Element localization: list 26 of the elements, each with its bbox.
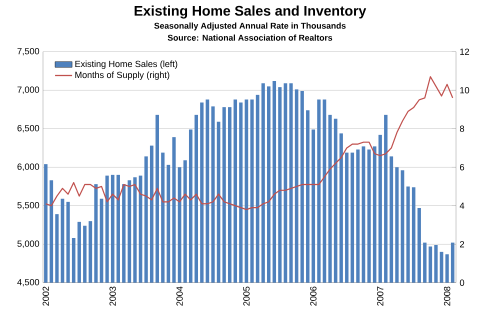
y2-tick-label: 0 bbox=[460, 280, 464, 286]
y2-tick-label: 6 bbox=[460, 164, 464, 170]
legend-label: Months of Supply (right) bbox=[75, 71, 170, 80]
x-tick-label: 2008 bbox=[444, 286, 450, 306]
y-tick-label: 6,000 bbox=[18, 163, 40, 171]
y-tick-label: 5,000 bbox=[17, 240, 40, 248]
chart-subtitle: Seasonally Adjusted Annual Rate in Thousands bbox=[154, 22, 346, 30]
chart-title: Existing Home Sales and Inventory bbox=[134, 6, 366, 19]
y2-tick-label: 4 bbox=[460, 202, 464, 209]
y2-tick-label: 2 bbox=[460, 241, 464, 248]
source-note: Source: National Association of Realtors bbox=[168, 34, 332, 41]
x-tick-label: 2004 bbox=[176, 286, 183, 306]
y-tick-label: 5,500 bbox=[17, 202, 40, 210]
legend-label: Existing Home Sales (left) bbox=[75, 60, 178, 69]
x-tick-label: 2002 bbox=[42, 286, 49, 306]
x-tick-label: 2005 bbox=[243, 286, 250, 306]
x-tick-label: 2003 bbox=[109, 286, 116, 306]
y-tick-label: 4,500 bbox=[17, 278, 40, 286]
x-tick-label: 2006 bbox=[310, 286, 317, 306]
y2-tick-label: 8 bbox=[460, 126, 464, 132]
y-tick-label: 6,500 bbox=[18, 124, 40, 132]
x-tick-label: 2007 bbox=[377, 286, 384, 306]
y-tick-label: 7,000 bbox=[18, 86, 40, 94]
y-tick-label: 7,500 bbox=[18, 48, 40, 56]
y2-tick-label: 10 bbox=[460, 87, 470, 94]
y2-tick-label: 12 bbox=[460, 48, 470, 55]
